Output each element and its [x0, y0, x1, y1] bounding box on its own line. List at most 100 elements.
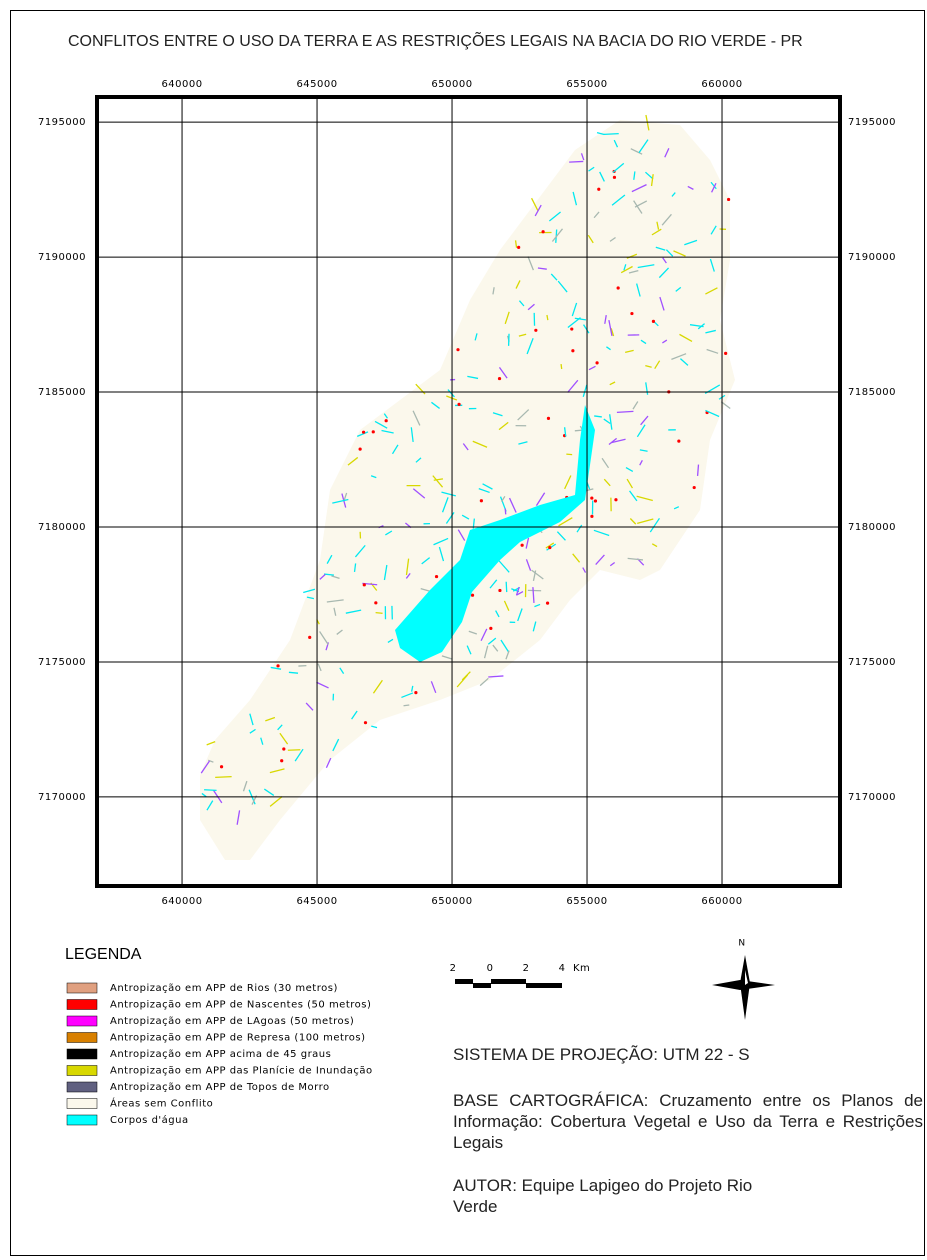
stream [550, 273, 558, 281]
stream [457, 529, 466, 541]
scale-segment [526, 983, 562, 988]
stream [495, 610, 500, 618]
stream [601, 457, 610, 469]
stream [431, 401, 440, 409]
stream [525, 559, 532, 571]
stream [610, 328, 615, 337]
stream [630, 148, 643, 155]
stream [645, 364, 652, 368]
stream [303, 588, 316, 594]
stream [498, 560, 510, 573]
stream [537, 267, 547, 270]
stream [679, 333, 693, 342]
basin [200, 120, 735, 860]
stream [696, 464, 700, 476]
stream [587, 234, 594, 244]
x-tick-label: 640000 [161, 79, 202, 90]
x-tick-label: 645000 [296, 79, 337, 90]
stream [613, 139, 619, 148]
stream [603, 418, 611, 425]
grid: 640000 640000 645000 645000 650000 650000 6550… [38, 79, 896, 907]
map-title: CONFLITOS ENTRE O USO DA TERRA E AS REST… [68, 33, 803, 50]
stream [516, 590, 524, 596]
conflict-spot [595, 361, 599, 365]
north-label: N [738, 939, 745, 949]
legend-swatch [66, 999, 98, 1010]
scale-segment [491, 979, 526, 984]
stream [468, 630, 478, 635]
stream [548, 211, 561, 222]
stream [705, 409, 720, 418]
stream [631, 184, 647, 193]
x-tick-label: 655000 [566, 896, 607, 907]
stream [345, 609, 362, 614]
conflict-spot [651, 319, 656, 323]
y-tick-label: 7185000 [848, 387, 896, 398]
stream [514, 240, 518, 248]
stream [206, 800, 214, 811]
stream [332, 738, 340, 752]
y-tick-label: 7180000 [848, 522, 896, 533]
stream [383, 564, 388, 581]
x-tick-label: 640000 [161, 896, 202, 907]
stream [515, 280, 521, 289]
stream [236, 810, 241, 825]
stream [664, 148, 670, 158]
stream [441, 491, 456, 497]
stream [441, 655, 453, 660]
stream [526, 338, 534, 355]
stream [489, 579, 498, 589]
stream [517, 608, 523, 622]
stream [387, 638, 394, 643]
stream [608, 319, 613, 336]
stream [558, 517, 573, 527]
stream [374, 420, 388, 429]
stream [381, 429, 394, 434]
stream [306, 596, 315, 600]
stream [710, 181, 717, 190]
stream [401, 692, 414, 699]
conflict-spot [616, 286, 620, 290]
conflict-spot [282, 747, 286, 751]
stream [527, 256, 534, 271]
stream [560, 363, 563, 370]
y-tick-label: 7170000 [848, 792, 896, 803]
stream [580, 153, 585, 161]
stream [705, 329, 716, 334]
legend-swatch [66, 1032, 98, 1043]
arrow-ew [712, 980, 775, 990]
stream [505, 650, 510, 660]
conflict-spot [470, 593, 475, 597]
stream [515, 586, 520, 596]
scale-segment [455, 979, 473, 984]
conflict-spot [724, 351, 728, 356]
stream [498, 366, 508, 379]
stream [611, 438, 626, 444]
stream [305, 702, 314, 711]
legend-label: Antropização em APP de Nascentes (50 met… [110, 1000, 371, 1011]
stream [532, 587, 535, 603]
stream [326, 599, 344, 603]
stream [498, 421, 509, 431]
stream [649, 517, 660, 533]
stream [611, 194, 626, 206]
stream [571, 302, 578, 317]
stream [461, 514, 470, 520]
stream [270, 666, 282, 670]
stream [370, 475, 377, 479]
stream [505, 581, 508, 593]
stream [574, 317, 587, 321]
legend-title: LEGENDA [65, 946, 142, 963]
stream [343, 492, 348, 502]
x-tick-label: 660000 [701, 896, 742, 907]
stream [438, 546, 445, 562]
stream [599, 171, 605, 182]
stream [535, 492, 546, 507]
conflict-spot [363, 721, 368, 725]
stream [403, 704, 410, 707]
scale-label: 2 [523, 963, 530, 974]
stream [551, 228, 564, 242]
stream [711, 182, 717, 193]
stream [204, 789, 217, 792]
stream [288, 671, 299, 674]
